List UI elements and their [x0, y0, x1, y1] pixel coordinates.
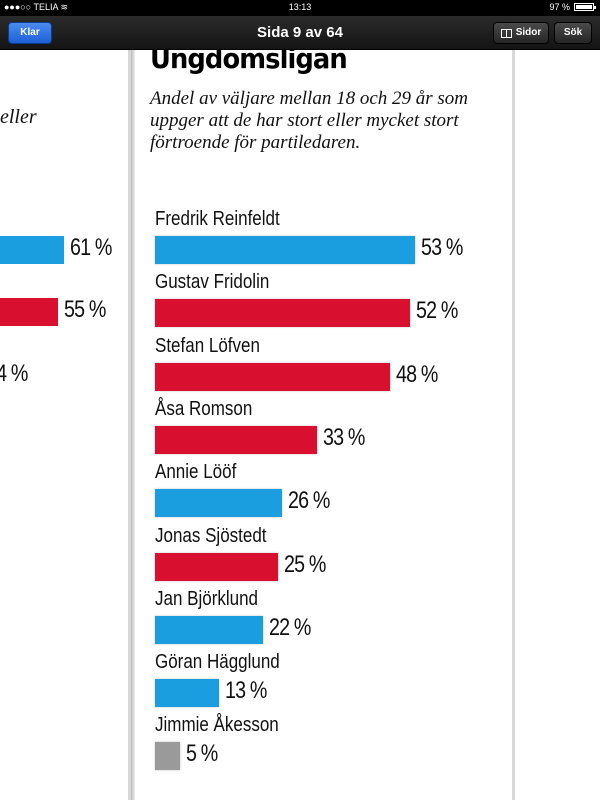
bar	[155, 489, 283, 518]
bar-label: Göran Hägglund	[155, 651, 280, 674]
bar-value-label: 52 %	[415, 297, 458, 325]
bar-value-label: 13 %	[224, 677, 267, 705]
left-column-text: eller	[0, 106, 37, 128]
column-divider-left	[128, 50, 131, 800]
bar-label: Jan Björklund	[155, 587, 259, 610]
carrier-label: ●●●○○ TELIA	[4, 2, 59, 12]
bar	[155, 236, 415, 264]
bar	[155, 299, 410, 328]
article-title: Ungdomsligan	[150, 50, 348, 75]
bar	[155, 742, 180, 771]
column-divider-right	[512, 50, 515, 800]
navigation-bar: Klar Sida 9 av 64 Sidor Sök	[0, 16, 600, 50]
column-shadow	[131, 50, 135, 800]
bar-value-label: 22 %	[268, 613, 311, 641]
left-bar-value: 61 %	[70, 234, 112, 261]
bar	[155, 679, 219, 708]
book-icon	[500, 28, 512, 38]
bar-value-label: 26 %	[288, 487, 330, 515]
pages-button-label: Sidor	[515, 27, 542, 38]
done-button[interactable]: Klar	[8, 22, 52, 44]
bar-label: Åsa Romson	[155, 397, 253, 420]
left-bar	[0, 236, 65, 264]
left-bar-value: 44 %	[0, 360, 28, 387]
magazine-page[interactable]: eller 61 % 55 % 44 % Ungdomsligan Andel av…	[0, 50, 600, 800]
battery-icon	[574, 3, 596, 11]
bar	[155, 552, 278, 581]
bar-label: Annie Lööf	[155, 461, 237, 484]
bar-label: Jonas Sjöstedt	[155, 524, 267, 547]
wifi-icon: ≋	[60, 2, 69, 12]
bar	[155, 425, 317, 454]
battery-percent: 97 %	[549, 2, 570, 12]
bar-value-label: 33 %	[322, 423, 365, 451]
bar-value-label: 53 %	[420, 234, 463, 261]
bar-label: Stefan Löfven	[155, 334, 260, 357]
bar-value-label: 25 %	[283, 550, 326, 578]
clock: 13:13	[288, 2, 312, 12]
left-bar-value: 55 %	[63, 296, 106, 323]
bar	[155, 615, 263, 644]
article-subtitle: Andel av väljare mellan 18 och 29 år som…	[150, 88, 469, 153]
left-bar	[0, 298, 58, 326]
search-button[interactable]: Sök	[554, 22, 592, 44]
bar	[155, 362, 391, 391]
bar-label: Jimmie Åkesson	[155, 714, 279, 737]
carrier-signal: ●●●○○ TELIA ≋	[4, 2, 68, 13]
page-title: Sida 9 av 64	[257, 24, 343, 41]
bar-label: Fredrik Reinfeldt	[155, 208, 280, 230]
battery-status: 97 %	[549, 2, 596, 12]
bar-value-label: 5 %	[185, 740, 218, 768]
bar-value-label: 48 %	[396, 360, 438, 388]
pages-button[interactable]: Sidor	[493, 22, 549, 44]
bar-label: Gustav Fridolin	[155, 271, 270, 294]
status-bar: ●●●○○ TELIA ≋ 13:13 97 %	[0, 0, 600, 16]
